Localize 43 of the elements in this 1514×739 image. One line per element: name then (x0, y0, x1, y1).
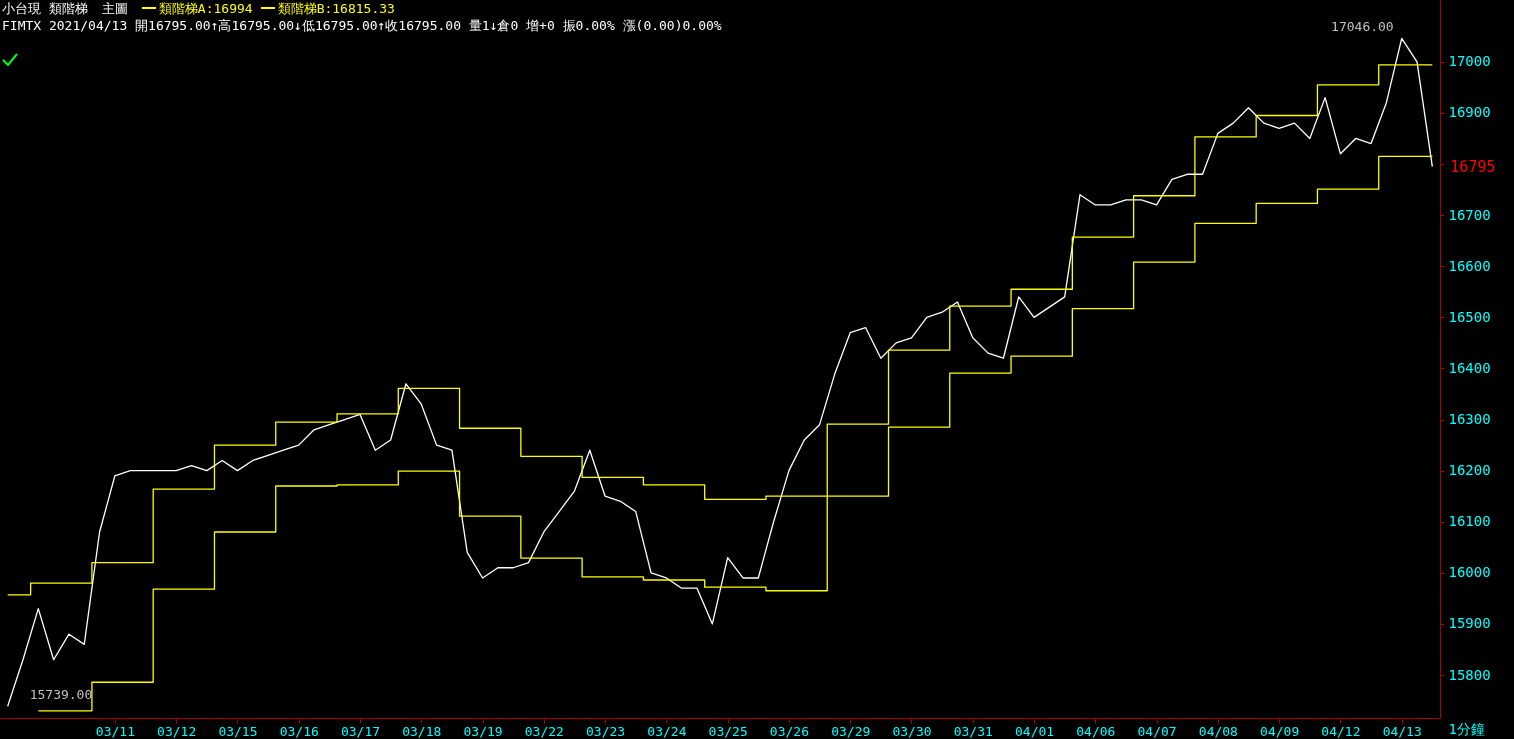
x-tick-label: 03/23 (586, 723, 626, 739)
y-tick-label: 16400 (1448, 359, 1491, 376)
x-tick-label: 03/31 (953, 723, 993, 739)
y-tick-label: 16900 (1448, 104, 1491, 121)
y-tick-label: 16500 (1448, 308, 1491, 325)
y-tick-label: 15900 (1448, 615, 1491, 632)
x-tick-label: 04/07 (1137, 723, 1177, 739)
x-tick-label: 03/29 (831, 723, 871, 739)
x-tick-label: 03/11 (95, 723, 135, 739)
x-tick-label: 03/25 (708, 723, 748, 739)
x-tick-label: 03/17 (340, 723, 381, 739)
annotation: 主圖 (101, 1, 128, 16)
x-tick-label: 03/24 (647, 723, 687, 739)
x-tick-label: 04/01 (1014, 723, 1055, 739)
x-tick-label: 04/08 (1198, 723, 1238, 739)
y-tick-label: 16300 (1448, 411, 1491, 428)
x-tick-label: 04/09 (1260, 723, 1300, 739)
x-tick-label: 03/22 (524, 723, 564, 739)
line-series (7, 37, 1433, 707)
data-label: 16795 (1450, 157, 1496, 176)
legend-label: 類階梯A:16994 (158, 1, 253, 16)
text: FIMTX 2021/04/13 開16795.00↑高16795.00↓低16795.00↑收16795.00 量1↓倉0 增+0 振0.00% 漲(0.00)0.00% (2, 17, 722, 34)
x-tick-label: 03/16 (279, 723, 319, 739)
x-tick-label: 04/12 (1321, 723, 1361, 739)
x-tick-label: 04/06 (1076, 723, 1116, 739)
y-tick-label: 16000 (1448, 564, 1491, 581)
x-tick-label: 03/12 (157, 723, 197, 739)
x-tick-label: 03/15 (218, 723, 258, 739)
y-tick-label: 15800 (1448, 666, 1491, 683)
x-tick-label: 04/13 (1382, 723, 1422, 739)
x-tick-label: 03/19 (463, 723, 503, 739)
x-tick-label: 03/30 (892, 723, 932, 739)
y-tick-label: 16600 (1448, 257, 1491, 274)
x-tick-label: 03/18 (402, 723, 442, 739)
y-tick-label: 16200 (1448, 462, 1491, 479)
y-tick-label: 16700 (1448, 206, 1491, 223)
x-axis-title: 1分鐘 (1448, 720, 1485, 737)
annotation: 17046.00 (1331, 19, 1394, 35)
y-tick-label: 17000 (1448, 53, 1491, 70)
chart-title: 小台現 類階梯 (2, 1, 88, 16)
y-tick-label: 16100 (1448, 513, 1491, 530)
x-tick-label: 03/26 (769, 723, 810, 739)
legend-label: 類階梯B:16815.33 (277, 1, 395, 16)
